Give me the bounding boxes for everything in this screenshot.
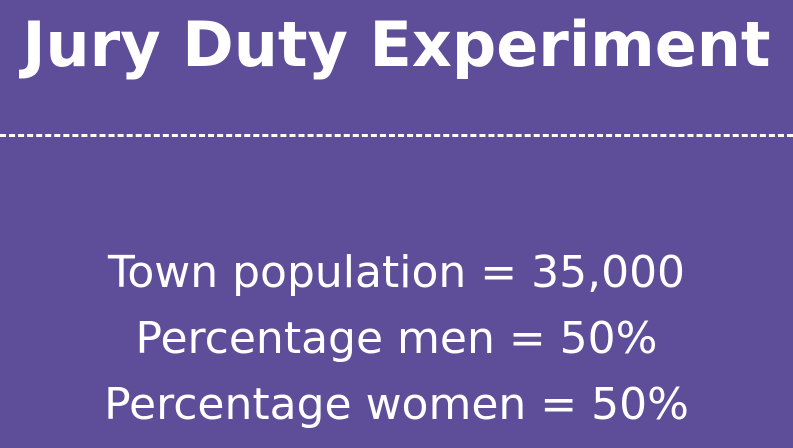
stats-list: Town population = 35,000 Percentage men …	[0, 240, 793, 438]
town-population-line: Town population = 35,000	[107, 247, 686, 298]
percentage-men-line: Percentage men = 50%	[135, 313, 658, 364]
slide-title: Jury Duty Experiment	[22, 8, 771, 81]
dashed-divider	[0, 134, 793, 137]
percentage-women-line: Percentage women = 50%	[104, 379, 689, 430]
